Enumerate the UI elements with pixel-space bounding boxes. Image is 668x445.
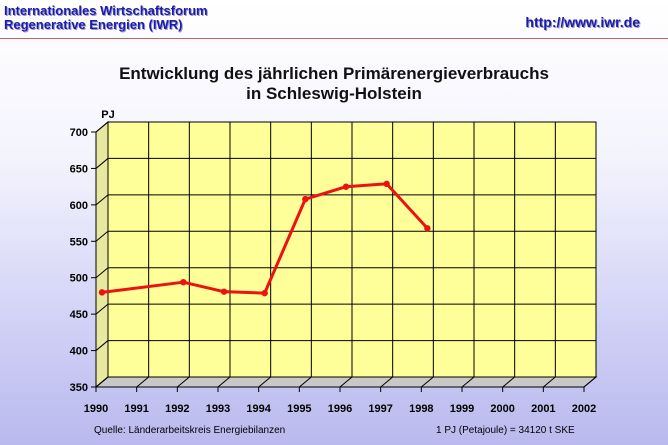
y-tick-label: 400 xyxy=(70,346,88,358)
data-point xyxy=(98,289,106,296)
source-note: Quelle: Länderarbeitskreis Energiebilanz… xyxy=(94,425,286,436)
gridline-floor xyxy=(177,376,190,388)
gridline-side xyxy=(95,230,109,242)
gridline-side xyxy=(95,158,109,169)
data-point xyxy=(180,278,187,286)
gridline-floor xyxy=(217,376,231,388)
x-tick-label: 1998 xyxy=(409,403,433,415)
x-tick-label: 1994 xyxy=(246,403,271,415)
x-tick-label: 1997 xyxy=(368,403,392,415)
x-tick-label: 1992 xyxy=(165,403,189,415)
gridline-floor xyxy=(136,376,149,388)
gridline-floor xyxy=(502,376,515,388)
header-divider xyxy=(0,38,668,39)
gridline-floor xyxy=(421,376,434,388)
y-tick-label: 500 xyxy=(70,273,88,285)
plot-side-wall xyxy=(95,120,109,389)
data-point xyxy=(302,195,309,203)
x-tick-label: 1993 xyxy=(206,403,230,415)
website-url[interactable]: http://www.iwr.de xyxy=(525,14,640,30)
y-tick-label: 700 xyxy=(70,127,88,139)
gridline-floor xyxy=(339,376,353,388)
gridline-floor xyxy=(583,376,597,388)
org-name-line-2: Regenerative Energien (IWR) xyxy=(4,17,183,32)
y-axis-label: PJ xyxy=(101,109,114,121)
gridline-side xyxy=(95,303,109,315)
x-tick-label: 1991 xyxy=(124,403,148,415)
x-tick-label: 2000 xyxy=(490,403,514,415)
data-point xyxy=(261,289,268,297)
y-tick-label: 600 xyxy=(70,200,88,212)
x-tick-label: 1999 xyxy=(450,403,474,415)
gridline-side xyxy=(95,340,109,351)
org-name: Internationales Wirtschaftsforum Regener… xyxy=(4,4,208,32)
unit-note: 1 PJ (Petajoule) = 34120 t SKE xyxy=(436,425,575,436)
gridline-floor xyxy=(299,376,312,388)
data-point xyxy=(342,183,350,190)
y-tick-label: 350 xyxy=(70,382,88,394)
x-tick-label: 2002 xyxy=(572,403,596,415)
y-tick-label: 550 xyxy=(70,236,88,248)
chart-title-line-1: Entwicklung des jährlichen Primärenergie… xyxy=(119,64,549,83)
data-point xyxy=(424,225,431,232)
y-tick-label: 450 xyxy=(70,309,88,321)
org-name-line-1: Internationales Wirtschaftsforum xyxy=(4,3,208,18)
gridline-floor xyxy=(380,376,393,388)
gridline-side xyxy=(95,121,109,133)
chart-title: Entwicklung des jährlichen Primärenergie… xyxy=(0,64,668,104)
gridline-side xyxy=(95,267,109,279)
series-line xyxy=(101,182,429,295)
x-tick-label: 1990 xyxy=(84,403,108,415)
data-point xyxy=(220,288,228,295)
x-tick-label: 2001 xyxy=(531,403,555,415)
gridline-floor xyxy=(543,376,556,388)
gridline-floor xyxy=(258,376,271,388)
chart-title-line-2: in Schleswig-Holstein xyxy=(246,84,422,103)
x-tick-label: 1996 xyxy=(328,403,352,415)
x-tick-label: 1995 xyxy=(287,403,311,415)
gridline-floor xyxy=(461,376,475,388)
gridline-floor xyxy=(95,376,109,388)
gridline-side xyxy=(95,194,109,206)
data-point xyxy=(383,180,390,188)
y-tick-label: 650 xyxy=(70,163,88,175)
